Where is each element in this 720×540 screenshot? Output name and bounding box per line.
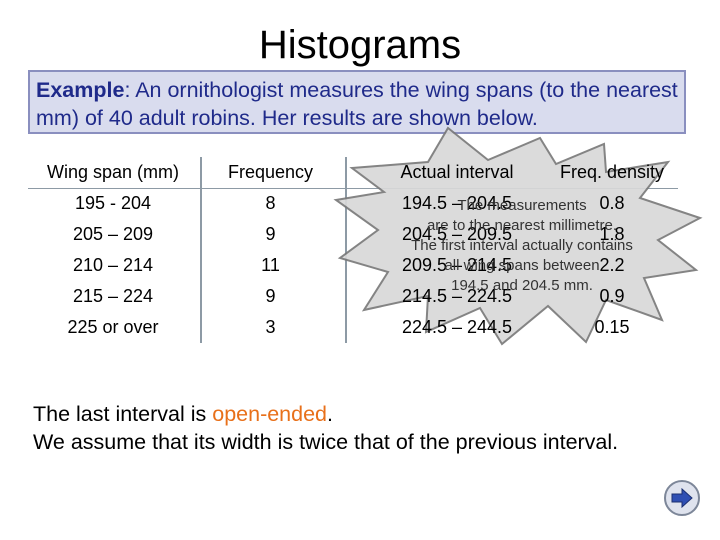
header-freq-density: Freq. density [559,162,665,182]
cell-frequency: 9 [265,286,276,306]
cell-frequency: 11 [261,255,280,275]
callout-text: The measurements are to the nearest mill… [382,196,662,296]
cell-span: 215 – 224 [72,286,154,306]
header-wing-span: Wing span (mm) [46,162,180,182]
cell-frequency: 8 [265,193,276,213]
wingspan-table: Wing span (mm) Frequency 195 - 204 8 205… [28,157,343,343]
open-ended-emphasis: open-ended [212,402,328,426]
cell-frequency: 9 [265,224,276,244]
explanation-text-part: The last interval is [33,402,213,426]
table-row: 224.5 – 244.5 0.15 [347,312,677,343]
cell-interval: 194.5 – 204.5 [401,193,513,213]
header-actual-interval: Actual interval [400,162,514,182]
explanation-line-1: The last interval is open-ended. [33,400,618,428]
table-row: 214.5 – 224.5 0.9 [347,281,677,312]
column-divider [345,157,347,343]
column-divider [200,157,202,343]
cell-interval: 214.5 – 224.5 [401,286,513,306]
explanation-text-part: . [327,402,333,426]
callout-line: are to the nearest millimetre. [426,217,618,234]
table-row: 204.5 – 209.5 1.8 [347,219,677,250]
cell-span: 210 – 214 [72,255,154,275]
cell-span: 225 or over [67,317,159,337]
table-row: 215 – 224 9 [28,281,343,312]
cell-density: 1.8 [599,224,625,244]
table-row: 195 - 204 8 [28,188,343,219]
cell-density: 2.2 [599,255,625,275]
cell-density: 0.9 [599,286,625,306]
callout-line: all wing spans between [444,257,600,274]
table-row: 210 – 214 11 [28,250,343,281]
explanation-text: The last interval is open-ended. We assu… [33,400,618,456]
header-divider [28,188,678,189]
example-box: Example: An ornithologist measures the w… [28,70,686,134]
explanation-line-2: We assume that its width is twice that o… [33,430,619,454]
table-header-row: Actual interval Freq. density [347,157,677,188]
actual-interval-table: Actual interval Freq. density 194.5 – 20… [347,157,677,343]
callout-line: 194.5 and 204.5 mm. [451,277,593,294]
table-row: 205 – 209 9 [28,219,343,250]
cell-interval: 209.5 – 214.5 [401,255,513,275]
example-text: : An ornithologist measures the wing spa… [36,78,678,130]
table-header-row: Wing span (mm) Frequency [28,157,343,188]
next-arrow-icon [671,488,693,508]
cell-interval: 224.5 – 244.5 [401,317,513,337]
cell-interval: 204.5 – 209.5 [401,224,513,244]
header-frequency: Frequency [227,162,314,182]
cell-density: 0.8 [599,193,625,213]
cell-density: 0.15 [594,317,630,337]
starburst-callout-shape [333,126,703,346]
cell-span: 205 – 209 [72,224,154,244]
next-slide-button[interactable] [664,480,700,516]
callout-line: The measurements [457,197,587,214]
callout-line: The first interval actually contains [411,237,633,254]
table-row: 194.5 – 204.5 0.8 [347,188,677,219]
table-row: 225 or over 3 [28,312,343,343]
cell-frequency: 3 [265,317,276,337]
cell-span: 195 - 204 [74,193,152,213]
example-label: Example [36,78,125,102]
table-row: 209.5 – 214.5 2.2 [347,250,677,281]
slide-title: Histograms [258,23,462,67]
